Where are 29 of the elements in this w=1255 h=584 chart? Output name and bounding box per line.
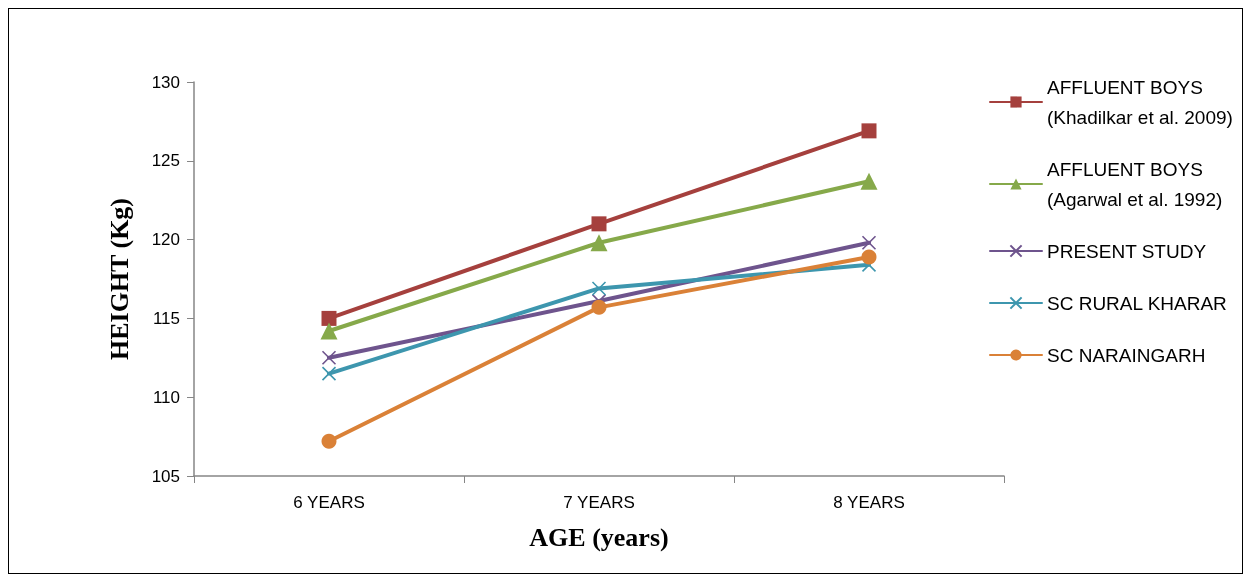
x-tick-label: 7 YEARS [563, 493, 635, 512]
point [320, 322, 338, 340]
legend-label: AFFLUENT BOYS (Agarwal et al. 1992) [1047, 158, 1223, 210]
y-tick-label: 115 [152, 308, 180, 328]
point [590, 234, 608, 252]
x-tick-label: 8 YEARS [833, 493, 905, 512]
point [321, 310, 337, 326]
y-axis-title: HEIGHT (Kg) [104, 197, 134, 361]
point [321, 366, 337, 381]
legend-label: SC NARAINGARH [1047, 344, 1206, 366]
point [321, 433, 337, 449]
legend-label: SC RURAL KHARAR [1047, 292, 1227, 314]
y-tick-label: 125 [151, 151, 180, 171]
point [860, 172, 878, 190]
y-tick-label: 105 [151, 466, 180, 486]
y-tick-label: 120 [151, 230, 180, 250]
x-tick-label: 6 YEARS [293, 493, 365, 512]
y-tick-label: 130 [151, 72, 180, 92]
y-tick-label: 110 [152, 387, 180, 407]
point [861, 235, 877, 251]
point [591, 216, 607, 232]
legend-label: PRESENT STUDY [1047, 240, 1207, 262]
point [591, 281, 607, 296]
point [861, 249, 877, 265]
x-axis-title: AGE (years) [529, 522, 669, 552]
point [591, 299, 607, 315]
point [321, 350, 337, 366]
point [861, 123, 877, 139]
legend-label: AFFLUENT BOYS (Khadilkar et al. 2009) [1047, 76, 1233, 128]
